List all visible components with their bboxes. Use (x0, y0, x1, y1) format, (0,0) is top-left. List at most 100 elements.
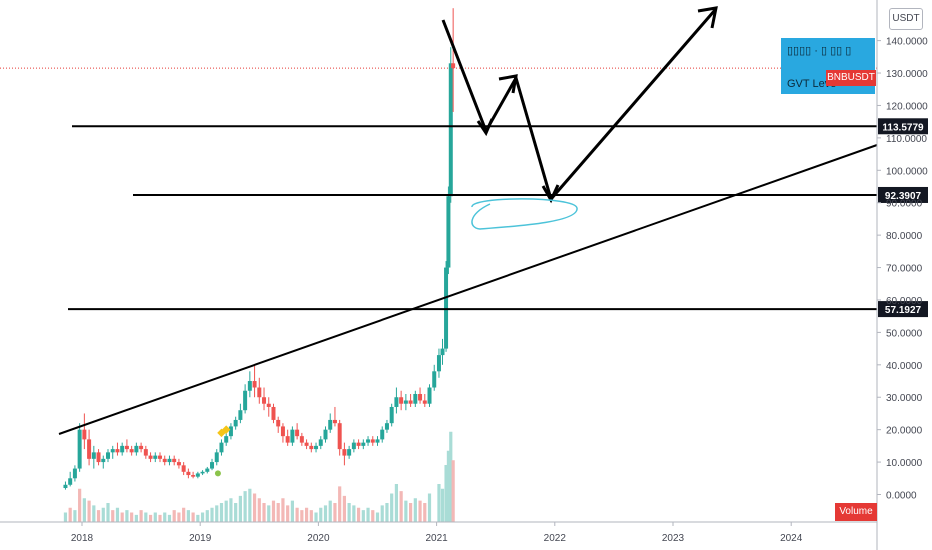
candle-body (252, 381, 257, 388)
candle-body (413, 393, 418, 404)
volume-bar (361, 510, 365, 522)
candle-body (361, 442, 366, 446)
volume-label[interactable]: Volume (835, 503, 877, 521)
currency-unit-label[interactable]: USDT (889, 8, 923, 30)
candle-body (181, 465, 186, 472)
price-label-bg (878, 118, 928, 135)
volume-bar (257, 498, 261, 522)
volume-bar (276, 503, 280, 522)
volume-bar (87, 500, 91, 522)
candle-body (153, 455, 158, 459)
y-tick-label: 70.0000 (886, 264, 923, 275)
candle-body (110, 449, 115, 453)
volume-bar (437, 484, 441, 522)
candle-body (351, 442, 356, 450)
candle-body (276, 419, 281, 427)
candle-body (63, 484, 68, 489)
candle-body (285, 436, 290, 443)
candles (63, 8, 456, 490)
volume-bar (167, 514, 172, 522)
volume-bar (191, 512, 195, 522)
symbol-badge[interactable]: BNBUSDT (826, 70, 876, 86)
volume-bar (451, 460, 455, 522)
candle-body (186, 471, 191, 476)
candle-body (418, 393, 423, 401)
volume-bar (262, 503, 266, 522)
volume-bar (210, 507, 214, 522)
candle-body (440, 348, 445, 356)
candle-body (309, 445, 314, 450)
candle-body (72, 468, 77, 479)
volume-bar (82, 498, 86, 522)
volume-bar (120, 512, 124, 522)
candle-body (91, 452, 96, 459)
volume-bar (371, 510, 375, 522)
candle-body (448, 63, 453, 197)
arrowhead-icon (498, 74, 518, 94)
volume-bar (224, 500, 228, 522)
volume-bar (186, 510, 190, 522)
y-tick-label: 40.0000 (886, 361, 923, 372)
highlight-ellipse (471, 198, 578, 230)
volume-bar (352, 505, 356, 522)
drawings: 113.5779 92.3907 57.1927 (58, 6, 928, 435)
volume-bar (404, 500, 408, 522)
volume-bar (101, 507, 105, 522)
volume-bar (449, 431, 453, 522)
candle-body (167, 458, 172, 463)
volume-bar (130, 512, 134, 522)
candle-body (342, 449, 347, 456)
volume-bar (300, 510, 304, 522)
y-tick-label: 60.0000 (886, 296, 923, 307)
volume-bar (238, 495, 242, 522)
candle-body (299, 436, 304, 443)
volume-bar (304, 507, 309, 522)
candle-body (399, 397, 404, 404)
candle-body (214, 452, 219, 463)
volume-bar (200, 512, 205, 522)
legend-row-label: GVT Leve (787, 78, 837, 90)
volume-bar (182, 507, 186, 522)
candle-body (389, 406, 394, 424)
x-tick-label: 2023 (662, 533, 685, 544)
candle-body (262, 397, 267, 404)
volume-bar (158, 514, 162, 522)
volume-bar (328, 500, 332, 522)
candle-body (200, 471, 205, 474)
candle-body (162, 458, 167, 463)
candle-body (304, 442, 309, 446)
volume-bar (423, 503, 427, 522)
volume-bar (234, 503, 238, 522)
candle-body (384, 423, 389, 430)
candle-body (366, 439, 371, 443)
candle-body (408, 400, 413, 404)
candle-body (224, 436, 229, 443)
candle-body (347, 449, 352, 456)
y-tick-label: 10.0000 (886, 458, 923, 469)
price-label: 57.1927 (885, 305, 922, 316)
x-tick-label: 2018 (71, 533, 94, 544)
volume-bar (219, 503, 224, 522)
candle-body (403, 400, 408, 404)
y-tick-label: 30.0000 (886, 393, 923, 404)
candle-body (337, 423, 342, 450)
volume-bar (96, 510, 101, 522)
y-tick-label: 110.0000 (886, 134, 927, 145)
volume-bar (342, 495, 347, 522)
volume-bar (427, 493, 432, 522)
candle-body (68, 478, 73, 485)
price-label-bg (878, 186, 928, 203)
candle-body (101, 458, 106, 463)
candle-body (332, 419, 337, 424)
volume-bar (68, 507, 72, 522)
signal-dot-icon (214, 470, 221, 477)
candle-body (266, 403, 271, 407)
volume-bar (73, 510, 77, 522)
candle-body (427, 387, 432, 404)
candle-body (375, 439, 380, 443)
volume-bar (205, 510, 209, 522)
volume-bar (172, 510, 176, 522)
candle-body (129, 449, 134, 453)
candle-body (436, 355, 441, 372)
